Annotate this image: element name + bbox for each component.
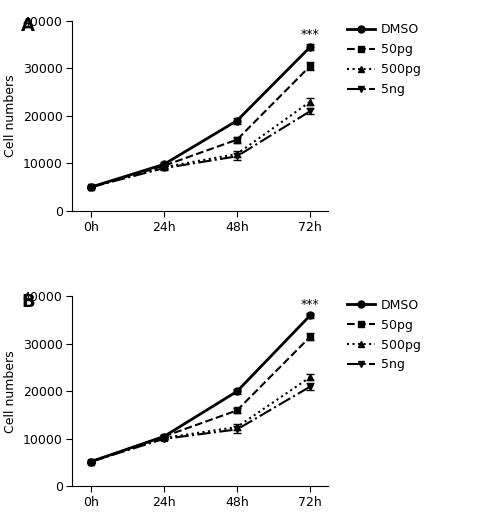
Text: ***: *** [301,28,320,41]
Legend: DMSO, 50pg, 500pg, 5ng: DMSO, 50pg, 500pg, 5ng [347,24,421,96]
Legend: DMSO, 50pg, 500pg, 5ng: DMSO, 50pg, 500pg, 5ng [347,299,421,371]
Y-axis label: Cell numbers: Cell numbers [4,350,17,433]
Text: A: A [21,17,35,35]
Text: ***: *** [301,298,320,311]
Y-axis label: Cell numbers: Cell numbers [4,75,17,157]
Text: B: B [21,292,35,311]
